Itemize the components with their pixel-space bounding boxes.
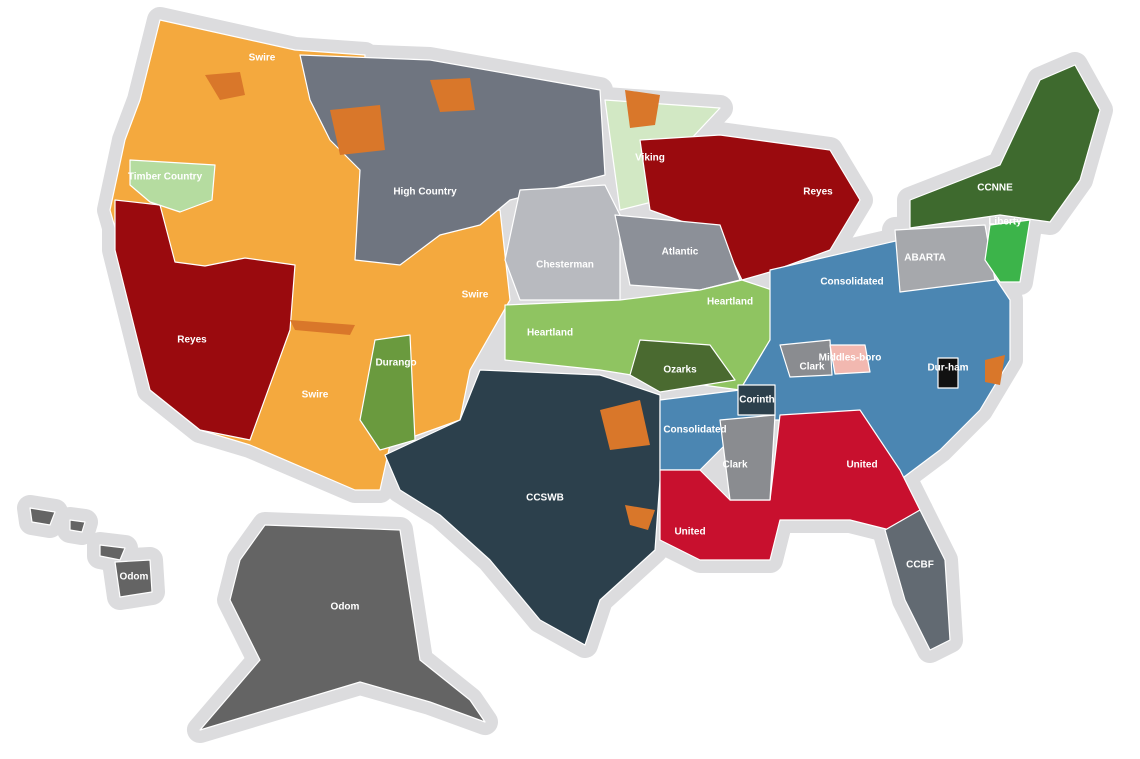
territory-label: Reyes (177, 335, 207, 346)
territory-label: High Country (393, 187, 457, 198)
patch (600, 400, 650, 450)
patch (430, 78, 475, 112)
patch (290, 320, 355, 335)
territory (504, 184, 621, 301)
territory-label: Heartland (527, 328, 573, 339)
territory (737, 384, 776, 416)
territory (884, 509, 951, 651)
territory-label: Viking (635, 153, 665, 164)
territory (629, 339, 736, 393)
region-layer (29, 19, 1101, 731)
territory-label: Ozarks (663, 365, 697, 376)
patch (625, 505, 655, 530)
territory (129, 159, 216, 213)
territory-label: Consolidated (663, 425, 726, 436)
territory-label: Clark (722, 460, 747, 471)
territory-label: ABARTA (904, 253, 945, 264)
territory-label: United (674, 527, 705, 538)
territory (384, 369, 661, 646)
territory-label: CCBF (906, 560, 934, 571)
territory-label: Middles-boro (819, 353, 882, 364)
territory-label: Corinth (739, 395, 775, 406)
territory-label: United (846, 460, 877, 471)
territory-label: Swire (302, 390, 329, 401)
patch (205, 72, 245, 100)
territory (984, 219, 1031, 283)
territory (719, 414, 776, 501)
territory-label: CCSWB (526, 493, 564, 504)
territory-label: Heartland (707, 297, 753, 308)
patch (625, 90, 660, 128)
territory (114, 199, 296, 441)
territory-label: Reyes (803, 187, 833, 198)
territory-label: Odom (331, 602, 360, 613)
patch (985, 355, 1005, 385)
territory-label: CCNNE (977, 183, 1013, 194)
territory (99, 544, 126, 561)
territory (894, 224, 996, 293)
territory (69, 519, 86, 533)
territory-label: Clark (799, 362, 824, 373)
territory (114, 559, 153, 598)
territory-label: Liberty (988, 217, 1022, 228)
territory-label: Dur-ham (927, 363, 968, 374)
territory (29, 507, 56, 526)
territory-label: Durango (375, 358, 416, 369)
territory (829, 344, 871, 375)
territory (359, 334, 416, 451)
label-layer: Swire Swire Swire Reyes Timber Country High C… (120, 53, 1023, 613)
territory-label: Swire (462, 290, 489, 301)
territory (937, 357, 959, 389)
territory-label: Swire (249, 53, 276, 64)
territory-label: Atlantic (662, 247, 699, 258)
territory-label: Odom (120, 572, 149, 583)
patches (205, 72, 1005, 530)
territory (779, 339, 833, 378)
patch (330, 105, 385, 155)
territory-label: Consolidated (820, 277, 883, 288)
territory (909, 64, 1101, 229)
territory-label: Chesterman (536, 260, 594, 271)
territory-label: Timber Country (128, 172, 203, 183)
territory (199, 524, 486, 731)
